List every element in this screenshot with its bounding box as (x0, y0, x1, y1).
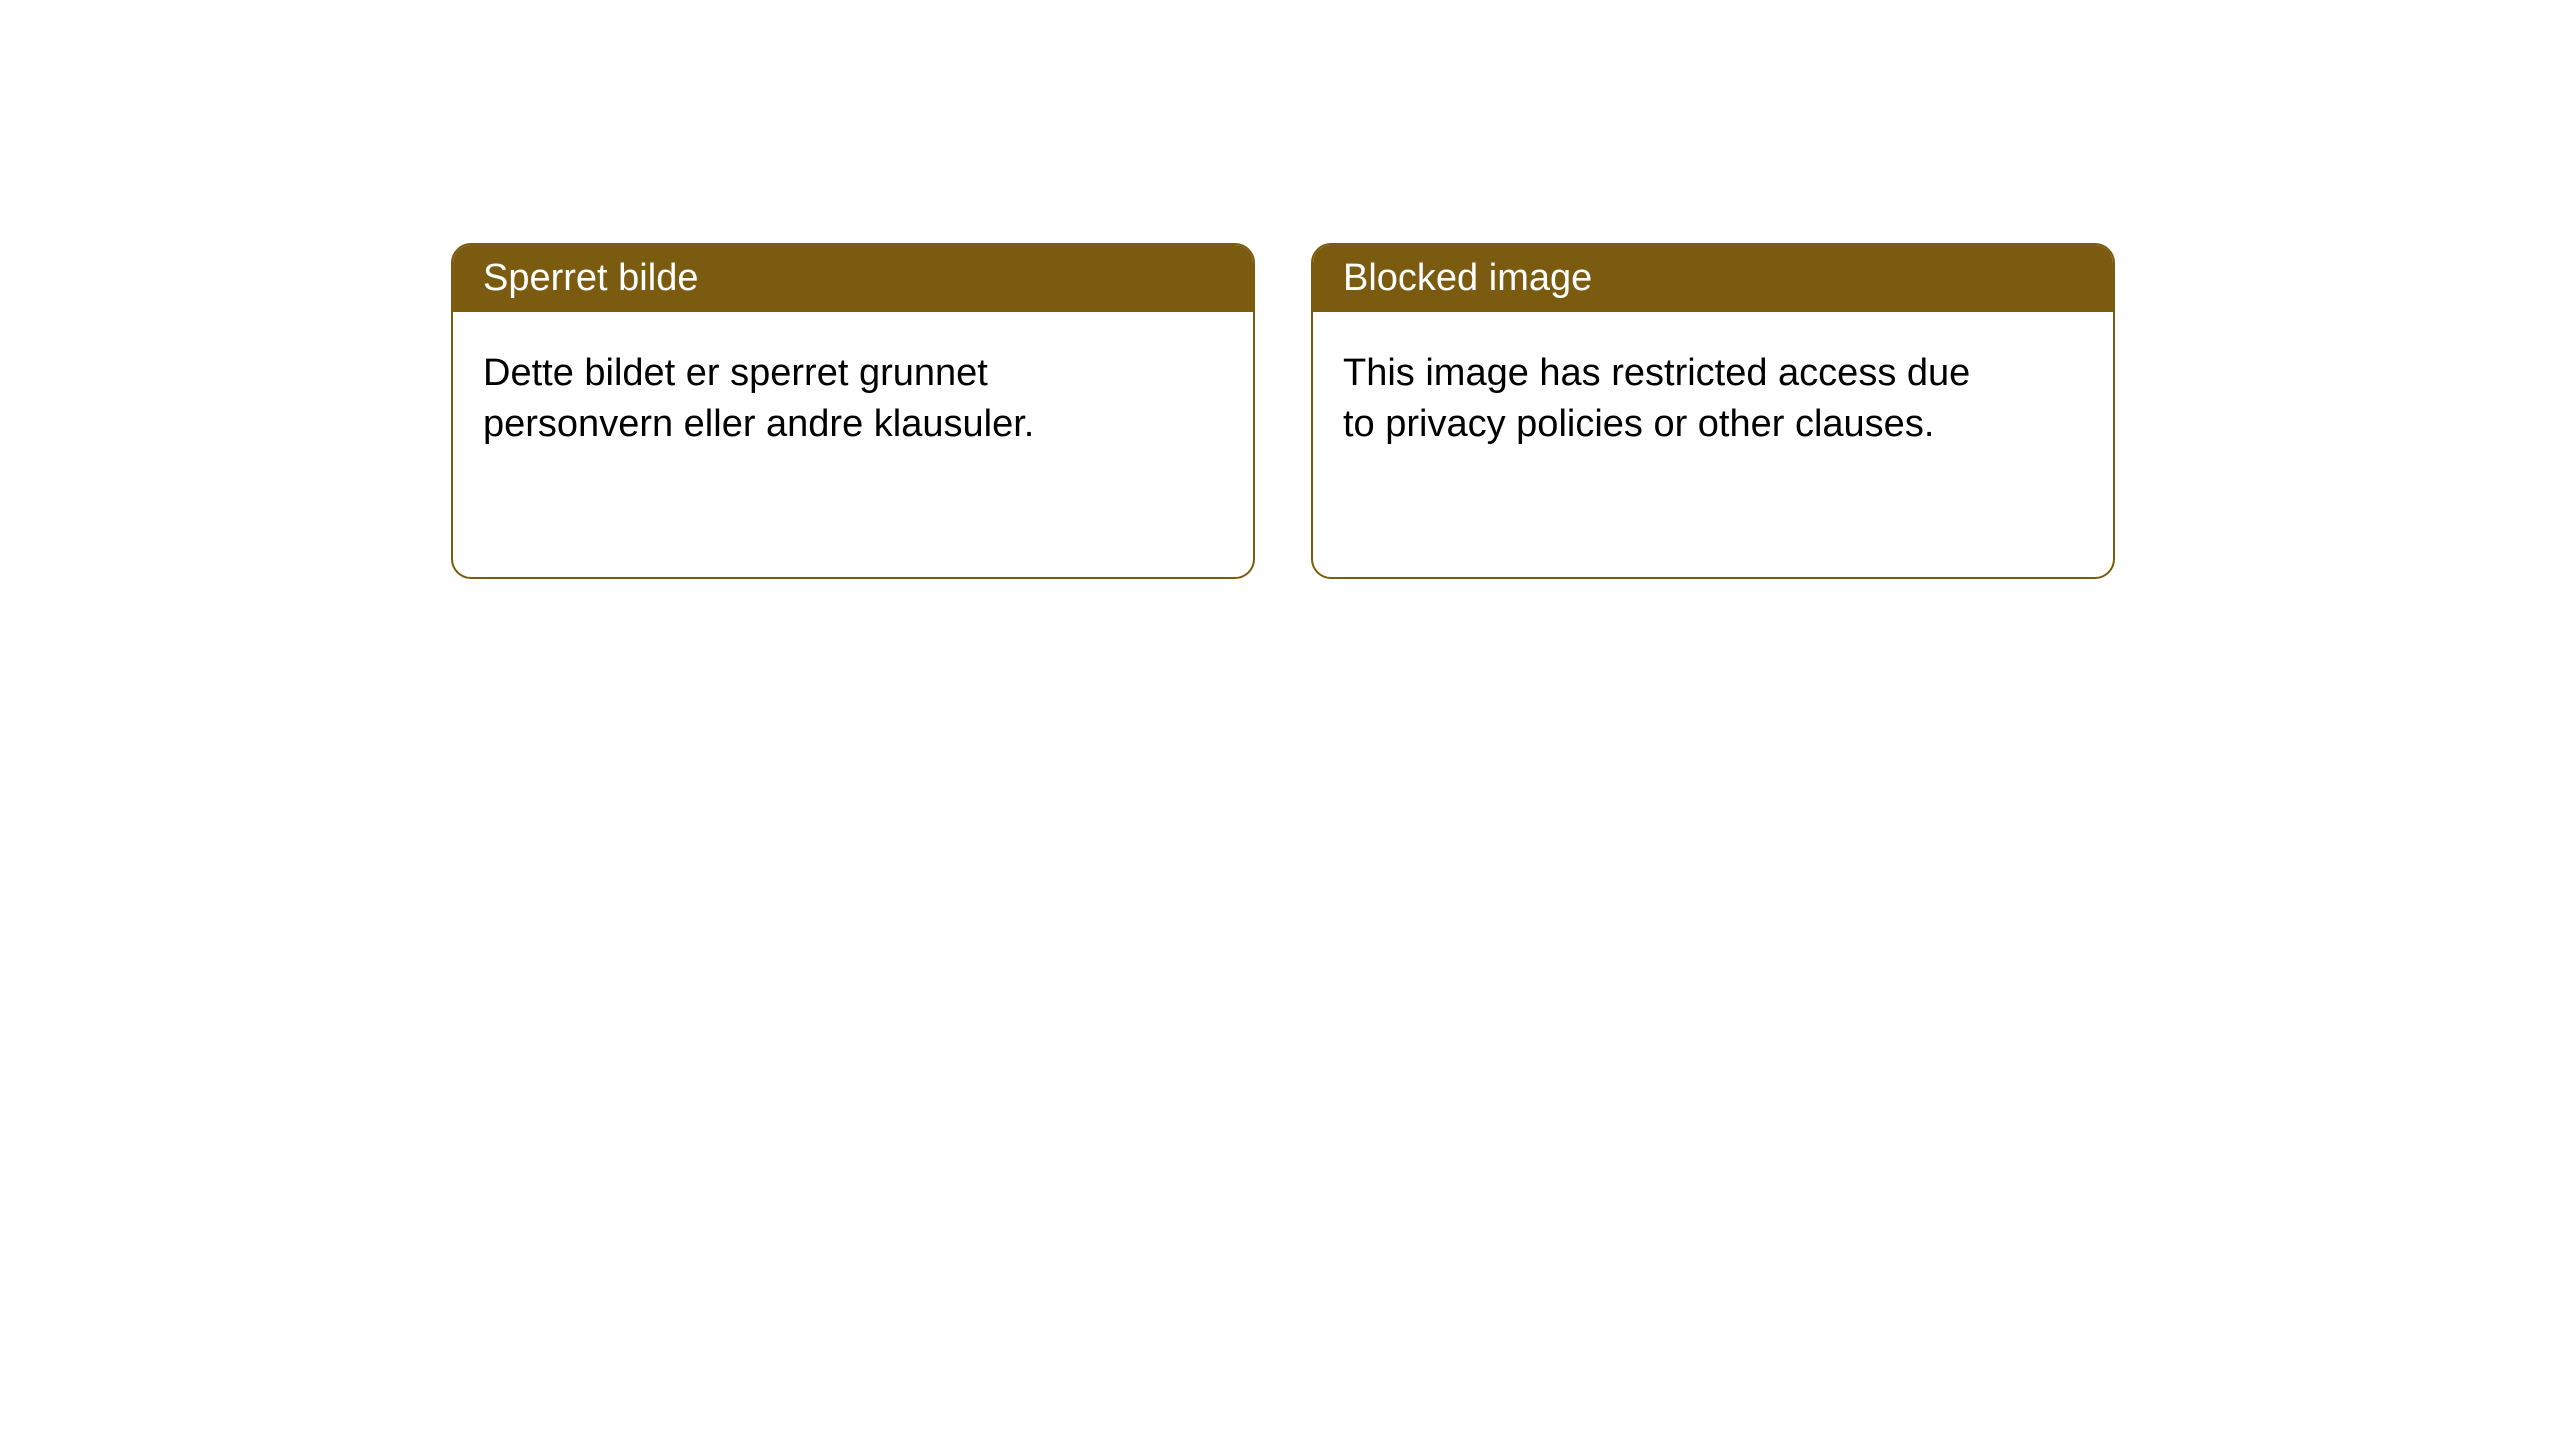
notice-card-english: Blocked image This image has restricted … (1311, 243, 2115, 579)
notice-card-body: Dette bildet er sperret grunnet personve… (453, 312, 1173, 487)
notice-card-norwegian: Sperret bilde Dette bildet er sperret gr… (451, 243, 1255, 579)
notice-card-body: This image has restricted access due to … (1313, 312, 2033, 487)
notice-container: Sperret bilde Dette bildet er sperret gr… (451, 243, 2115, 579)
notice-card-title: Sperret bilde (453, 245, 1253, 312)
notice-card-title: Blocked image (1313, 245, 2113, 312)
